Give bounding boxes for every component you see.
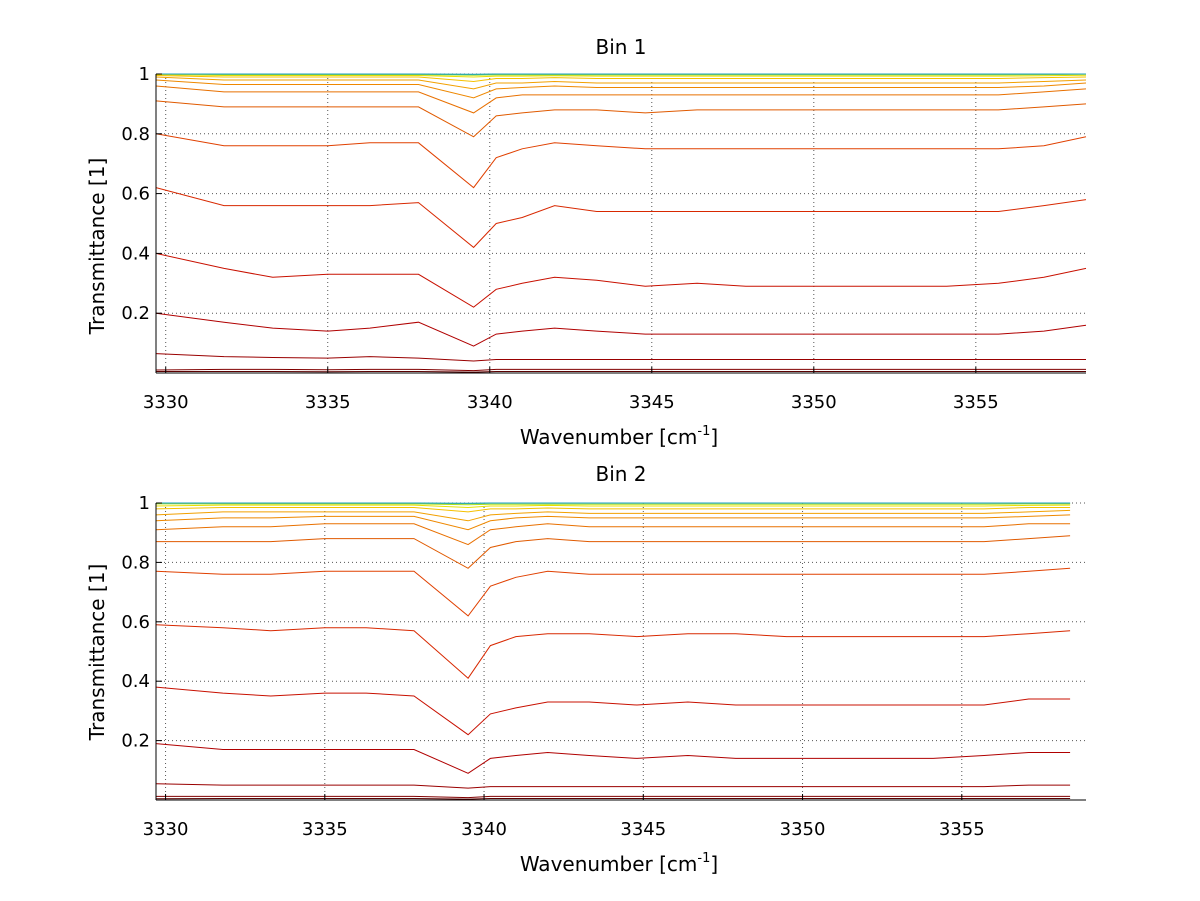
x-axis-label-superscript: -1 — [697, 851, 710, 866]
series-line-10 — [155, 79, 1087, 99]
x-axis-label: Wavenumber [cm-1] — [520, 851, 718, 876]
grid — [156, 502, 1086, 800]
x-tick-label: 3350 — [791, 392, 837, 413]
y-tick-label: 0.8 — [121, 552, 150, 573]
x-tick-label: 3355 — [939, 819, 985, 840]
series-line-8 — [156, 535, 1071, 569]
series-line-11 — [155, 76, 1087, 90]
series-line-1 — [155, 798, 1071, 800]
series-line-8 — [155, 100, 1087, 138]
y-ticks: 0.2 0.4 0.6 0.8 1 — [121, 64, 162, 324]
series-line-12 — [155, 507, 1071, 513]
y-tick-label: 0.6 — [121, 184, 150, 205]
x-tick-label: 3335 — [302, 819, 348, 840]
series-line-12 — [155, 75, 1087, 83]
x-tick-label: 3350 — [780, 819, 826, 840]
series-line-9 — [155, 85, 1087, 114]
series-line-7 — [155, 133, 1087, 189]
x-axis-label-end: ] — [710, 425, 718, 449]
y-tick-label: 0.2 — [121, 731, 150, 752]
x-tick-label: 3345 — [620, 819, 666, 840]
series-line-2 — [156, 795, 1071, 799]
chart-title: Bin 2 — [595, 462, 646, 486]
plot-lines — [155, 73, 1087, 373]
y-axis-label: Transmittance [1] — [85, 564, 109, 742]
x-tick-label: 3340 — [467, 392, 513, 413]
subplot-bin-2: Bin 2 Transmittance [1] Wavenumber [cm-1… — [85, 462, 1086, 876]
chart-title: Bin 1 — [595, 35, 646, 59]
x-axis-label: Wavenumber [cm-1] — [520, 424, 718, 449]
series-line-13 — [155, 504, 1071, 509]
x-axis-label-text: Wavenumber [cm — [520, 852, 698, 876]
grid — [156, 73, 1086, 373]
series-line-11 — [155, 509, 1071, 522]
series-line-10 — [155, 514, 1071, 531]
x-tick-label: 3330 — [143, 819, 189, 840]
y-tick-label: 0.2 — [121, 303, 150, 324]
series-line-4 — [155, 743, 1071, 774]
series-line-4 — [155, 312, 1087, 347]
y-tick-label: 1 — [139, 64, 150, 85]
x-ticks: 3330 3335 3340 3345 3350 3355 — [143, 794, 985, 840]
axes-frame — [155, 503, 1086, 801]
x-tick-label: 3345 — [629, 392, 675, 413]
series-line-5 — [155, 686, 1071, 736]
series-line-3 — [155, 783, 1071, 789]
series-line-6 — [155, 187, 1087, 249]
x-tick-label: 3340 — [461, 819, 507, 840]
plot-lines — [155, 502, 1071, 800]
series-line-14 — [156, 503, 1071, 506]
x-tick-label: 3330 — [143, 392, 189, 413]
series-line-1 — [156, 371, 1086, 373]
series-line-2 — [155, 368, 1086, 372]
y-tick-label: 0.6 — [121, 612, 150, 633]
y-tick-label: 0.8 — [121, 124, 150, 145]
x-axis-label-superscript: -1 — [697, 424, 710, 439]
series-line-9 — [155, 523, 1071, 546]
series-line-3 — [155, 353, 1086, 362]
x-tick-label: 3335 — [305, 392, 351, 413]
series-line-6 — [155, 624, 1071, 679]
y-tick-label: 1 — [139, 493, 150, 514]
axes-frame — [155, 74, 1086, 374]
x-tick-label: 3355 — [953, 392, 999, 413]
y-axis-label: Transmittance [1] — [85, 158, 109, 336]
x-axis-label-text: Wavenumber [cm — [520, 425, 698, 449]
series-line-5 — [155, 252, 1087, 308]
subplot-bin-1: Bin 1 Transmittance [1] Wavenumber [cm-1… — [85, 35, 1087, 449]
y-tick-label: 0.4 — [121, 243, 150, 264]
y-ticks: 0.2 0.4 0.6 0.8 1 — [121, 493, 162, 752]
series-line-13 — [155, 74, 1087, 78]
y-tick-label: 0.4 — [121, 671, 150, 692]
x-axis-label-end: ] — [710, 852, 718, 876]
x-ticks: 3330 3335 3340 3345 3350 3355 — [143, 367, 999, 413]
series-line-7 — [155, 567, 1071, 617]
